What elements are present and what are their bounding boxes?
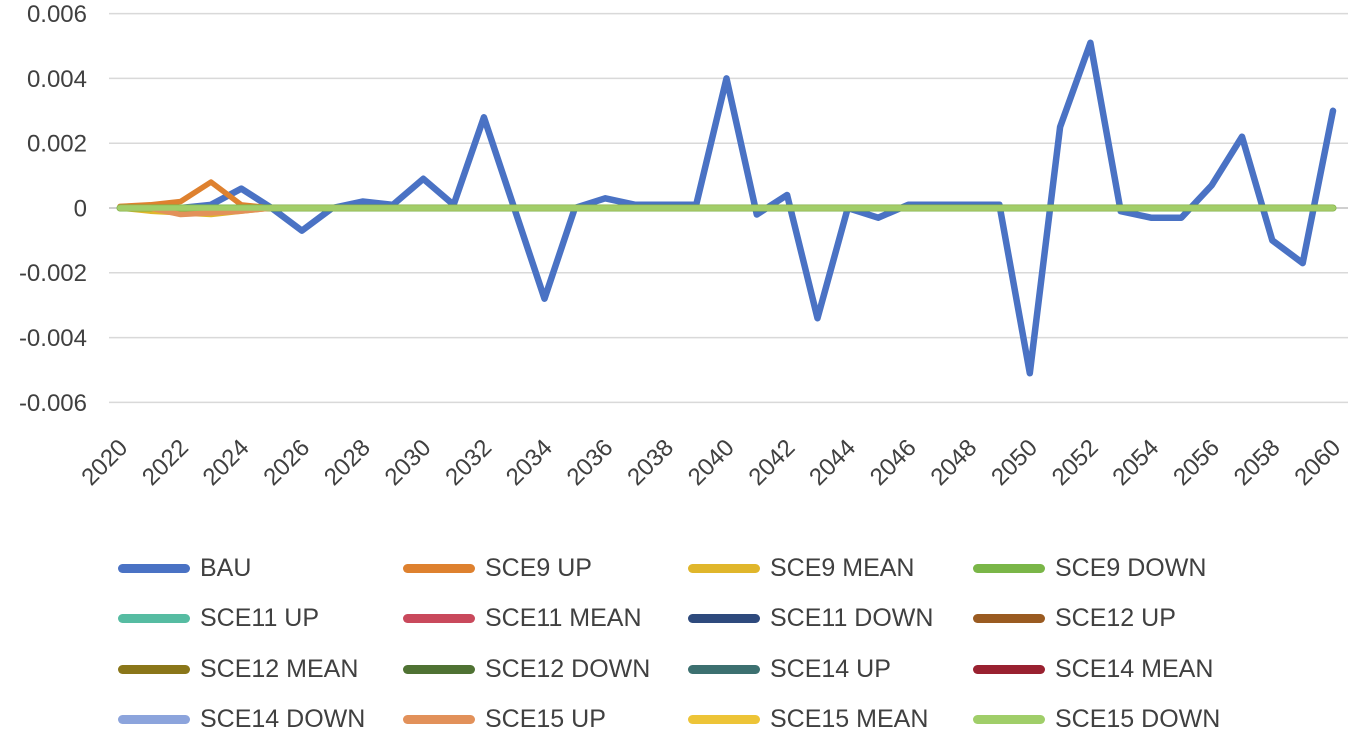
x-tick-label: 2028 <box>319 434 376 491</box>
x-tick-label: 2050 <box>986 434 1043 491</box>
legend-swatch-icon <box>403 664 475 674</box>
x-tick-label: 2058 <box>1229 434 1286 491</box>
legend-item-sce9-up: SCE9 UP <box>403 543 688 594</box>
x-tick-label: 2032 <box>440 434 497 491</box>
series-line-bau <box>116 39 1337 377</box>
legend-item-sce14-down: SCE14 DOWN <box>118 695 403 736</box>
legend-label: SCE15 MEAN <box>770 705 929 734</box>
x-tick-label: 2034 <box>501 434 558 491</box>
x-tick-label: 2046 <box>865 434 922 491</box>
legend-label: SCE11 MEAN <box>485 604 642 633</box>
legend-label: SCE14 UP <box>770 654 891 683</box>
x-tick-label: 2022 <box>137 434 194 491</box>
legend-swatch-icon <box>118 715 190 725</box>
x-tick-label: 2056 <box>1168 434 1225 491</box>
x-tick-label: 2036 <box>562 434 619 491</box>
legend-item-sce15-mean: SCE15 MEAN <box>688 695 973 736</box>
x-tick-label: 2054 <box>1107 434 1164 491</box>
legend-item-sce12-down: SCE12 DOWN <box>403 644 688 695</box>
legend-swatch-icon <box>118 664 190 674</box>
x-tick-label: 2042 <box>744 434 801 491</box>
x-tick-label: 2052 <box>1047 434 1104 491</box>
legend-label: SCE9 DOWN <box>1055 553 1207 582</box>
x-tick-label: 2038 <box>622 434 679 491</box>
legend-swatch-icon <box>403 614 475 624</box>
legend-label: SCE15 UP <box>485 705 606 734</box>
x-tick-label: 2026 <box>258 434 315 491</box>
chart-legend: BAU SCE9 UP SCE9 MEAN SCE9 DOWN SCE11 UP SCE1… <box>0 543 1350 736</box>
legend-swatch-icon <box>973 664 1045 674</box>
legend-label: SCE14 DOWN <box>200 705 366 734</box>
legend-swatch-icon <box>118 563 190 573</box>
legend-swatch-icon <box>973 563 1045 573</box>
legend-item-sce15-up: SCE15 UP <box>403 695 688 736</box>
legend-swatch-icon <box>403 563 475 573</box>
y-tick-label: 0.004 <box>27 66 87 93</box>
x-tick-label: 2048 <box>925 434 982 491</box>
legend-label: SCE14 MEAN <box>1055 654 1214 683</box>
legend-label: SCE15 DOWN <box>1055 705 1221 734</box>
legend-swatch-icon <box>688 664 760 674</box>
legend-swatch-icon <box>688 614 760 624</box>
x-tick-label: 2030 <box>380 434 437 491</box>
legend-item-sce12-up: SCE12 UP <box>973 594 1258 645</box>
legend-swatch-icon <box>688 563 760 573</box>
legend-label: SCE11 UP <box>200 604 320 633</box>
legend-label: BAU <box>200 553 252 582</box>
legend-label: SCE12 DOWN <box>485 654 651 683</box>
y-tick-label: 0.002 <box>27 131 87 158</box>
y-tick-label: 0.006 <box>27 1 87 28</box>
legend-item-sce11-down: SCE11 DOWN <box>688 594 973 645</box>
x-tick-label: 2040 <box>683 434 740 491</box>
legend-label: SCE9 UP <box>485 553 592 582</box>
legend-swatch-icon <box>688 715 760 725</box>
legend-swatch-icon <box>403 715 475 725</box>
x-tick-label: 2020 <box>76 434 133 491</box>
legend-label: SCE9 MEAN <box>770 553 915 582</box>
x-tick-label: 2024 <box>198 434 255 491</box>
legend-label: SCE11 DOWN <box>770 604 934 633</box>
legend-label: SCE12 MEAN <box>200 654 359 683</box>
legend-swatch-icon <box>973 715 1045 725</box>
legend-item-sce11-up: SCE11 UP <box>118 594 403 645</box>
legend-label: SCE12 UP <box>1055 604 1176 633</box>
legend-item-bau: BAU <box>118 543 403 594</box>
series-line-sce9-up <box>117 179 1336 211</box>
legend-item-sce12-mean: SCE12 MEAN <box>118 644 403 695</box>
legend-item-sce15-down: SCE15 DOWN <box>973 695 1258 736</box>
x-tick-label: 2060 <box>1289 434 1346 491</box>
x-tick-label: 2044 <box>804 434 861 491</box>
legend-swatch-icon <box>118 614 190 624</box>
legend-item-sce11-mean: SCE11 MEAN <box>403 594 688 645</box>
y-tick-label: -0.002 <box>19 260 87 287</box>
y-tick-label: -0.004 <box>19 325 87 352</box>
y-tick-label: 0 <box>74 195 87 222</box>
legend-item-sce14-up: SCE14 UP <box>688 644 973 695</box>
y-tick-label: -0.006 <box>19 390 87 417</box>
legend-swatch-icon <box>973 614 1045 624</box>
legend-item-sce14-mean: SCE14 MEAN <box>973 644 1258 695</box>
legend-item-sce9-down: SCE9 DOWN <box>973 543 1258 594</box>
legend-item-sce9-mean: SCE9 MEAN <box>688 543 973 594</box>
